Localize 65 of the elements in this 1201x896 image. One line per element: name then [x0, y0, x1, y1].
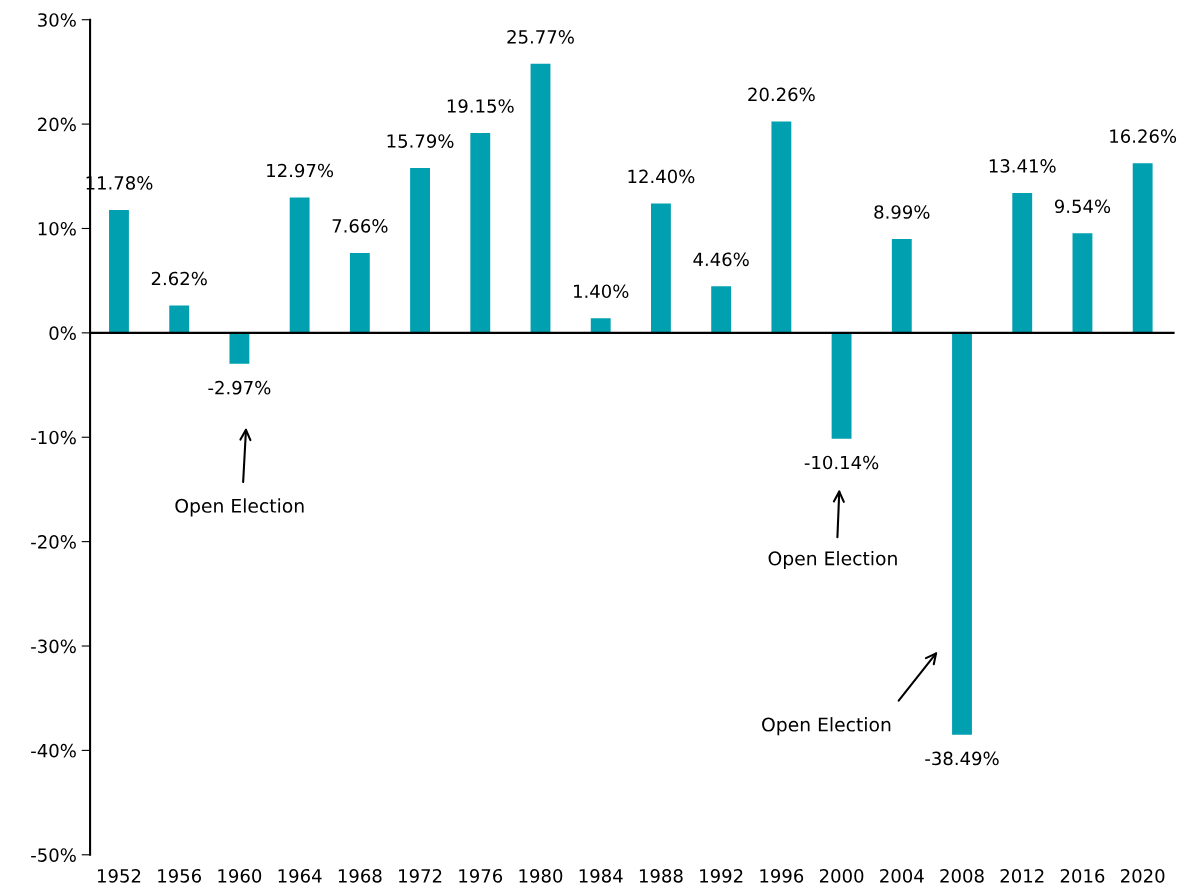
x-tick-label: 2008 [940, 868, 984, 883]
y-tick-label: 10% [38, 221, 76, 236]
x-tick-label: 1952 [97, 868, 141, 883]
annotation: Open Election [768, 550, 897, 570]
data-label: 7.66% [332, 219, 388, 233]
data-label: 2.62% [151, 271, 207, 286]
bar [771, 121, 792, 333]
data-label: 9.54% [1054, 199, 1111, 214]
y-tick-label: -30% [31, 639, 76, 654]
x-tick-label: 2012 [1000, 868, 1044, 883]
data-label: -38.49% [925, 751, 999, 766]
y-tick-label: -20% [31, 535, 76, 549]
bar [1132, 163, 1153, 333]
bar [1072, 233, 1093, 333]
data-label: -10.14% [804, 455, 879, 470]
data-label: 19.15% [447, 99, 514, 113]
bar [952, 332, 972, 735]
bar [891, 239, 912, 333]
y-tick-label: 0% [49, 326, 76, 340]
bar [650, 203, 671, 333]
y-tick-label: -50% [31, 848, 76, 862]
x-tick-label: 1956 [158, 868, 202, 883]
x-tick-label: 2016 [1060, 868, 1105, 883]
x-tick-label: 1960 [218, 868, 262, 883]
x-tick-label: 2000 [819, 868, 864, 883]
x-tick-label: 1980 [519, 868, 563, 883]
bar [289, 197, 310, 333]
bar [229, 332, 250, 364]
data-label: 20.26% [748, 87, 815, 102]
data-label: 15.79% [387, 134, 454, 148]
data-label: 12.40% [628, 169, 695, 184]
data-label: 12.97% [267, 163, 334, 178]
data-label: 1.40% [574, 284, 629, 299]
x-tick-label: 1964 [278, 868, 322, 883]
data-label: 16.26% [1110, 129, 1177, 143]
y-tick-label: -40% [31, 743, 76, 758]
bar [711, 286, 732, 333]
x-tick-label: 1988 [639, 868, 683, 883]
x-tick-label: 1968 [338, 868, 382, 883]
data-label: 13.41% [989, 159, 1056, 173]
bar [109, 209, 129, 333]
data-label: 25.77% [507, 30, 574, 44]
x-tick-label: 2004 [880, 868, 924, 883]
y-tick-label: -10% [31, 430, 76, 445]
x-tick-label: 1972 [399, 868, 442, 883]
x-tick-label: 1992 [700, 868, 743, 883]
data-label: 8.99% [874, 205, 930, 219]
y-tick-label: 20% [38, 117, 76, 132]
annotation: Open Election [762, 717, 891, 736]
bar [831, 332, 852, 439]
data-label: -2.97% [208, 380, 271, 395]
bar [169, 305, 190, 333]
bar [1012, 192, 1033, 333]
bar [410, 168, 430, 333]
x-tick-label: 1996 [760, 868, 804, 883]
bar [470, 132, 491, 333]
x-tick-label: 1984 [579, 868, 623, 883]
bar [349, 252, 370, 333]
data-label: 4.46% [693, 252, 749, 267]
x-tick-label: 1976 [459, 868, 503, 883]
bar [590, 318, 611, 333]
x-tick-label: 2020 [1121, 868, 1165, 883]
annotation: Open Election [175, 498, 304, 517]
bar [530, 63, 551, 333]
y-tick-label: 30% [38, 13, 76, 27]
